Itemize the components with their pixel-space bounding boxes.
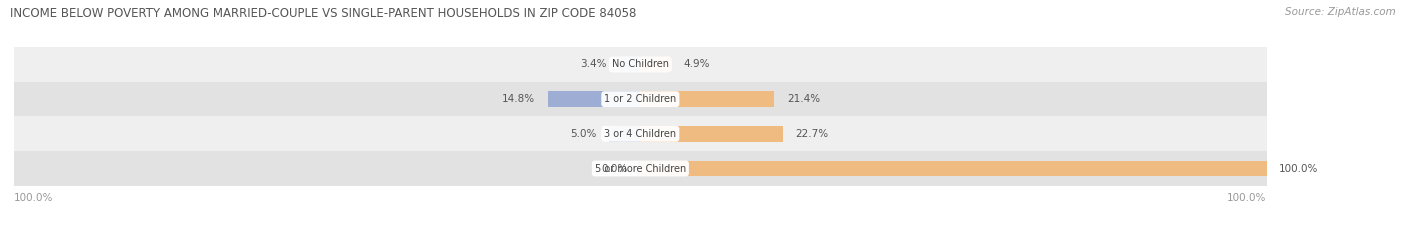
Bar <box>609 126 640 142</box>
Bar <box>640 161 1267 176</box>
Bar <box>640 57 671 72</box>
Text: 100.0%: 100.0% <box>1279 164 1319 174</box>
Text: 4.9%: 4.9% <box>683 59 710 69</box>
Bar <box>14 116 1267 151</box>
Bar <box>14 82 1267 116</box>
Text: 5 or more Children: 5 or more Children <box>595 164 686 174</box>
Text: 5.0%: 5.0% <box>571 129 596 139</box>
Text: INCOME BELOW POVERTY AMONG MARRIED-COUPLE VS SINGLE-PARENT HOUSEHOLDS IN ZIP COD: INCOME BELOW POVERTY AMONG MARRIED-COUPL… <box>10 7 637 20</box>
Bar <box>14 47 1267 82</box>
Bar <box>640 126 783 142</box>
Text: Source: ZipAtlas.com: Source: ZipAtlas.com <box>1285 7 1396 17</box>
Text: 0.0%: 0.0% <box>602 164 628 174</box>
Bar <box>640 91 775 107</box>
Bar <box>548 91 640 107</box>
Bar <box>638 161 640 176</box>
Bar <box>14 151 1267 186</box>
Text: 3 or 4 Children: 3 or 4 Children <box>605 129 676 139</box>
Text: 100.0%: 100.0% <box>14 193 53 203</box>
Text: 14.8%: 14.8% <box>502 94 536 104</box>
Text: 1 or 2 Children: 1 or 2 Children <box>605 94 676 104</box>
Text: 22.7%: 22.7% <box>794 129 828 139</box>
Text: 3.4%: 3.4% <box>581 59 606 69</box>
Bar <box>619 57 640 72</box>
Text: 100.0%: 100.0% <box>1227 193 1267 203</box>
Text: 21.4%: 21.4% <box>787 94 820 104</box>
Text: No Children: No Children <box>612 59 669 69</box>
